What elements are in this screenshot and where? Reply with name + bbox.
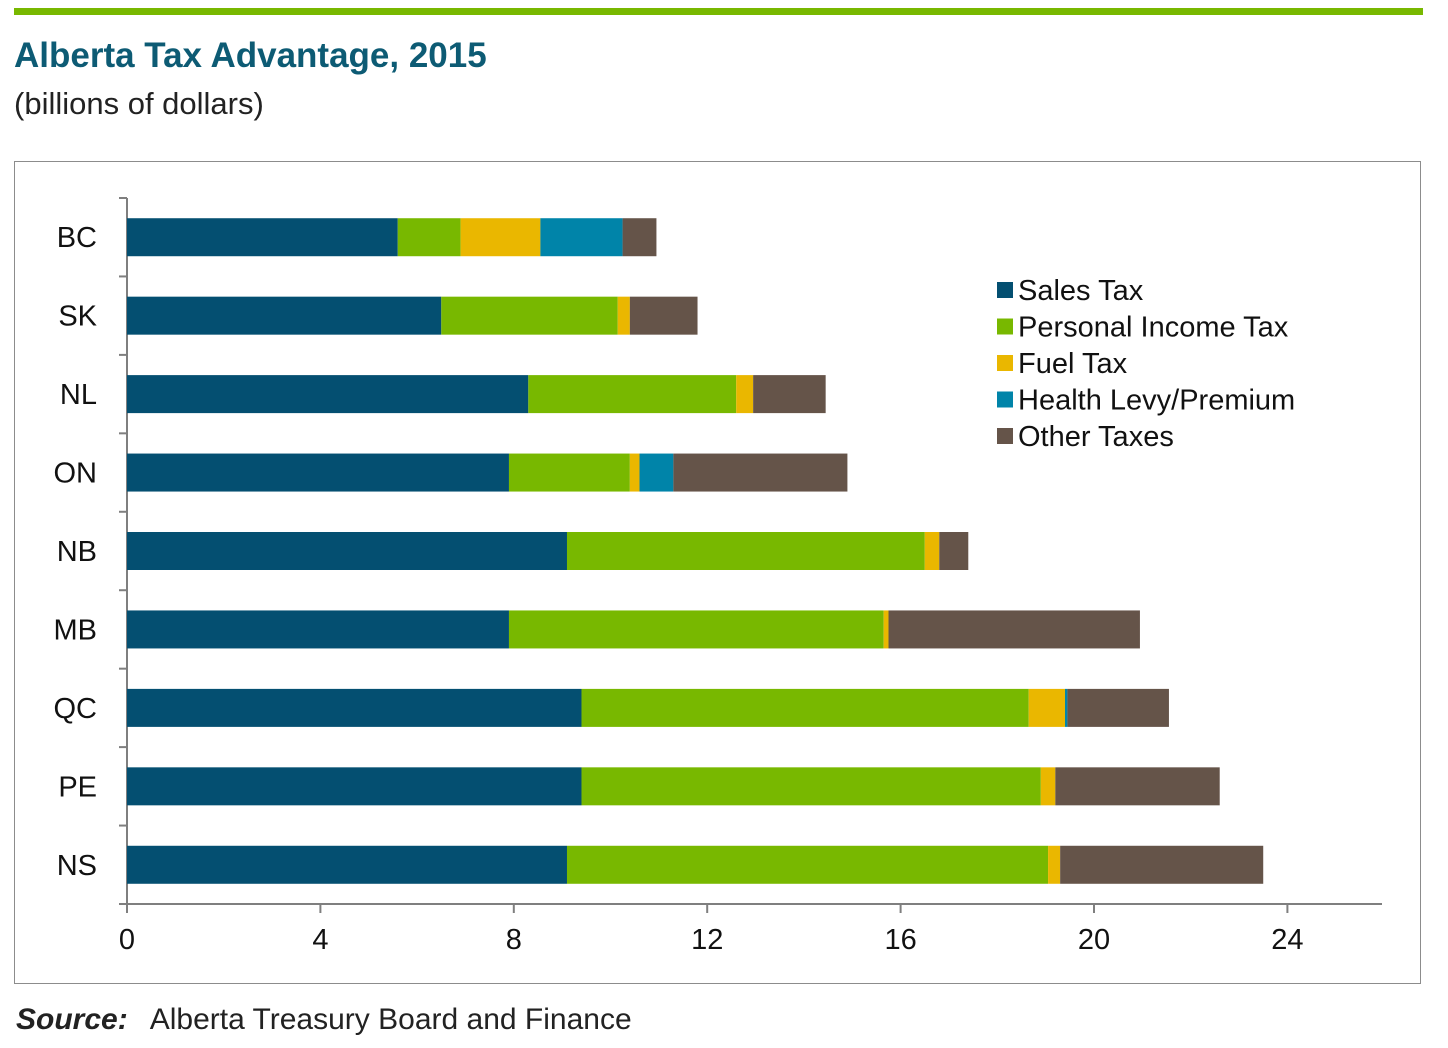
source-label: Source: — [16, 1003, 128, 1036]
top-accent-rule — [14, 8, 1423, 15]
x-tick-label: 0 — [119, 924, 135, 956]
legend-swatch — [997, 428, 1013, 444]
chart-subtitle: (billions of dollars) — [14, 86, 264, 121]
x-tick-label: 16 — [884, 924, 916, 956]
bar-qc-other-taxes — [1067, 688, 1169, 727]
bar-bc-sales-tax — [127, 218, 398, 257]
bar-nl-fuel-tax — [736, 375, 754, 414]
legend-swatch — [997, 318, 1013, 335]
y-tick-label: BC — [57, 222, 97, 254]
bar-on-health-levy-premium — [639, 453, 674, 492]
legend-label: Other Taxes — [1018, 421, 1174, 453]
bar-bc-personal-income-tax — [397, 218, 461, 257]
source-note: Source: Alberta Treasury Board and Financ… — [16, 1003, 632, 1037]
y-tick-label: PE — [58, 771, 97, 803]
bar-ns-other-taxes — [1060, 845, 1264, 884]
x-tick-label: 8 — [506, 924, 522, 956]
bar-nb-fuel-tax — [924, 532, 940, 570]
bar-bc-other-taxes — [622, 218, 657, 257]
bar-mb-sales-tax — [127, 610, 509, 649]
bar-ns-personal-income-tax — [566, 845, 1049, 884]
y-tick-label: NB — [57, 536, 97, 568]
y-tick-label: MB — [54, 614, 98, 646]
source-text: Alberta Treasury Board and Finance — [149, 1003, 632, 1036]
bar-nb-other-taxes — [939, 532, 969, 570]
x-tick-label: 4 — [312, 924, 328, 956]
bar-nl-personal-income-tax — [528, 375, 737, 414]
bar-sk-sales-tax — [127, 296, 442, 335]
bar-pe-sales-tax — [127, 767, 582, 806]
bar-pe-other-taxes — [1055, 767, 1220, 806]
legend-swatch — [997, 391, 1013, 408]
bar-bc-health-levy-premium — [540, 218, 623, 257]
legend-label: Sales Tax — [1018, 275, 1144, 307]
y-tick-label: NS — [57, 850, 97, 882]
bar-bc-fuel-tax — [460, 218, 541, 257]
bar-nb-sales-tax — [127, 532, 567, 570]
x-tick-label: 20 — [1078, 924, 1110, 956]
x-tick-label: 24 — [1271, 924, 1303, 956]
legend-label: Personal Income Tax — [1018, 312, 1289, 344]
bar-pe-personal-income-tax — [581, 767, 1041, 806]
y-tick-label: SK — [58, 301, 97, 333]
bar-on-fuel-tax — [629, 453, 640, 492]
bar-mb-fuel-tax — [883, 610, 889, 649]
bar-on-personal-income-tax — [508, 453, 630, 492]
bar-sk-personal-income-tax — [441, 296, 618, 335]
bar-qc-sales-tax — [127, 688, 582, 727]
x-tick-label: 12 — [691, 924, 723, 956]
bar-sk-fuel-tax — [617, 296, 630, 335]
chart-frame — [14, 161, 1421, 984]
bar-nl-other-taxes — [753, 375, 826, 414]
bar-nb-personal-income-tax — [566, 532, 925, 570]
legend-label: Fuel Tax — [1018, 348, 1128, 380]
bar-on-other-taxes — [673, 453, 848, 492]
bar-ns-sales-tax — [127, 845, 567, 884]
bar-pe-fuel-tax — [1040, 767, 1056, 806]
bar-on-sales-tax — [127, 453, 509, 492]
y-tick-label: NL — [60, 379, 97, 411]
y-tick-label: ON — [54, 458, 98, 490]
legend-label: Health Levy/Premium — [1018, 385, 1295, 417]
bar-nl-sales-tax — [127, 375, 529, 414]
bar-qc-personal-income-tax — [581, 688, 1029, 727]
legend-swatch — [997, 282, 1013, 298]
bar-mb-personal-income-tax — [508, 610, 884, 649]
bar-ns-fuel-tax — [1048, 845, 1061, 884]
y-tick-label: QC — [54, 693, 98, 725]
bar-mb-other-taxes — [888, 610, 1140, 649]
chart-title: Alberta Tax Advantage, 2015 — [14, 36, 487, 75]
bar-qc-health-levy-premium — [1064, 688, 1068, 727]
legend-swatch — [997, 355, 1013, 371]
bar-qc-fuel-tax — [1028, 688, 1065, 727]
bar-sk-other-taxes — [629, 296, 698, 335]
